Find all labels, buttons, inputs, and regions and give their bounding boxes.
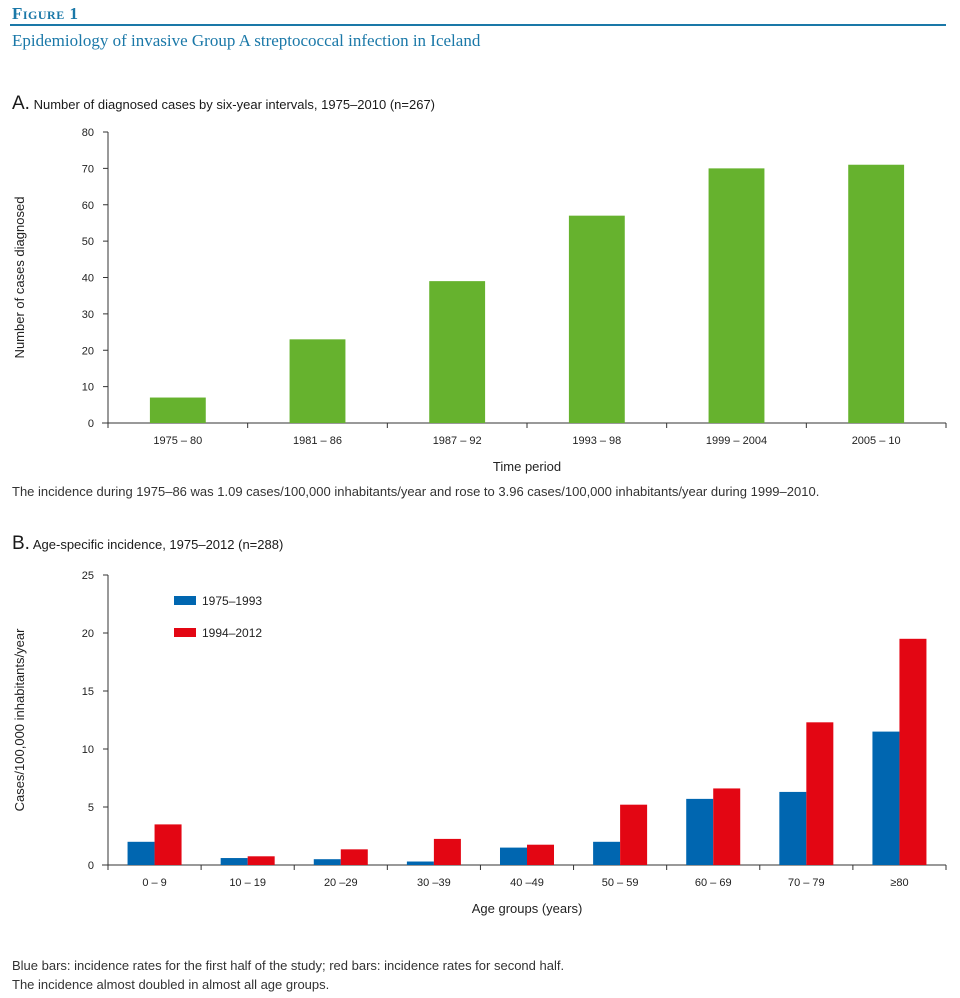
chart-b-x-tick-label: 30 –39 xyxy=(417,877,451,889)
chart-a-x-axis-label: Time period xyxy=(493,459,561,474)
chart-b-bar-blue xyxy=(593,841,621,865)
chart-b-bar-blue xyxy=(313,859,341,865)
chart-b-y-tick-label: 15 xyxy=(82,686,94,698)
chart-a-y-tick-label: 60 xyxy=(82,200,94,212)
chart-a-y-axis-label: Number of cases diagnosed xyxy=(12,197,27,359)
chart-b-bar-blue xyxy=(686,798,714,865)
figure-label: Figure 1 xyxy=(12,4,79,23)
chart-b-legend-label: 1975–1993 xyxy=(202,594,262,608)
chart-b-x-tick-label: 40 –49 xyxy=(510,877,544,889)
chart-b-bar-red xyxy=(899,638,927,865)
chart-a-y-tick-label: 50 xyxy=(82,236,94,248)
chart-a-bar xyxy=(289,339,346,423)
chart-b-x-tick-label: 0 – 9 xyxy=(142,877,166,889)
figure-divider xyxy=(10,24,946,26)
chart-b-bar-blue xyxy=(127,841,155,865)
chart-a-bar xyxy=(848,164,905,424)
chart-a-bar xyxy=(149,397,206,423)
chart-b-x-tick-label: 20 –29 xyxy=(324,877,358,889)
chart-b-x-tick-label: 60 – 69 xyxy=(695,877,732,889)
chart-a-x-tick-label: 1993 – 98 xyxy=(572,435,621,447)
chart-b: 0 5 10 15 20 25 0 – 9 10 – 19 20 –29 30 –39 40 –49… xyxy=(12,570,947,916)
panel-a-title-text: Number of diagnosed cases by six-year in… xyxy=(33,97,436,112)
chart-b-x-tick-label: 10 – 19 xyxy=(229,877,266,889)
chart-b-x-tick-label: 50 – 59 xyxy=(602,877,639,889)
chart-a-y-tick-label: 40 xyxy=(82,273,94,285)
chart-b-y-tick-label: 20 xyxy=(82,628,94,640)
chart-b-bar-red xyxy=(620,804,648,865)
chart-b-x-tick-label: ≥80 xyxy=(890,877,908,889)
chart-b-bar-red xyxy=(527,844,555,865)
chart-b-legend-swatch xyxy=(174,628,196,637)
chart-a-x-tick-label: 1999 – 2004 xyxy=(706,435,767,447)
panel-b-letter: B. xyxy=(12,533,30,554)
chart-b-bar-red xyxy=(433,838,461,865)
chart-b-legend-swatch xyxy=(174,596,196,605)
chart-a-x-tick-label: 1981 – 86 xyxy=(293,435,342,447)
chart-a-y-tick-label: 20 xyxy=(82,345,94,357)
panel-a-title: A. Number of diagnosed cases by six-year… xyxy=(12,93,435,115)
chart-b-y-tick-label: 0 xyxy=(88,860,94,872)
chart-b-x-tick-label: 70 – 79 xyxy=(788,877,825,889)
chart-a-y-tick-label: 10 xyxy=(82,382,94,394)
chart-a-bar xyxy=(708,168,765,423)
panel-a-note: The incidence during 1975–86 was 1.09 ca… xyxy=(12,484,820,499)
chart-b-bar-red xyxy=(247,856,275,865)
chart-b-y-tick-label: 10 xyxy=(82,744,94,756)
chart-b-y-tick-label: 5 xyxy=(88,802,94,814)
panel-a-letter: A. xyxy=(12,93,30,114)
chart-a-x-tick-label: 1975 – 80 xyxy=(153,435,202,447)
chart-a-x-tick-label: 1987 – 92 xyxy=(433,435,482,447)
chart-b-bar-blue xyxy=(872,731,900,865)
chart-b-bar-red xyxy=(340,849,368,865)
chart-b-legend-label: 1994–2012 xyxy=(202,626,262,640)
chart-b-bar-blue xyxy=(406,861,434,865)
chart-b-x-axis-label: Age groups (years) xyxy=(472,901,583,916)
chart-b-bar-blue xyxy=(499,847,527,865)
figure-title: Epidemiology of invasive Group A strepto… xyxy=(12,31,481,50)
chart-a-bar xyxy=(568,215,625,423)
panel-b-title-text: Age-specific incidence, 1975–2012 (n=288… xyxy=(32,537,284,552)
chart-a-y-tick-label: 70 xyxy=(82,163,94,175)
panel-b-note-2: The incidence almost doubled in almost a… xyxy=(12,977,330,992)
chart-b-bar-red xyxy=(806,722,834,865)
panel-b-title: B. Age-specific incidence, 1975–2012 (n=… xyxy=(12,533,283,555)
chart-a-y-tick-label: 0 xyxy=(88,418,94,430)
chart-b-y-tick-label: 25 xyxy=(82,570,94,582)
chart-b-bar-red xyxy=(713,788,741,865)
panel-b-note-1: Blue bars: incidence rates for the first… xyxy=(12,958,565,973)
chart-a-y-tick-label: 80 xyxy=(82,127,94,139)
chart-a-bar xyxy=(429,281,486,423)
chart-a-y-tick-label: 30 xyxy=(82,309,94,321)
chart-a-x-tick-label: 2005 – 10 xyxy=(852,435,901,447)
chart-b-bar-blue xyxy=(220,858,248,865)
chart-b-y-axis-label: Cases/100,000 inhabitants/year xyxy=(12,628,27,812)
chart-b-bar-blue xyxy=(779,791,807,865)
chart-a: 0 10 20 30 40 50 60 70 80 1975 – 80 1981 – 86 1987 … xyxy=(12,127,947,474)
chart-b-bar-red xyxy=(154,824,182,865)
